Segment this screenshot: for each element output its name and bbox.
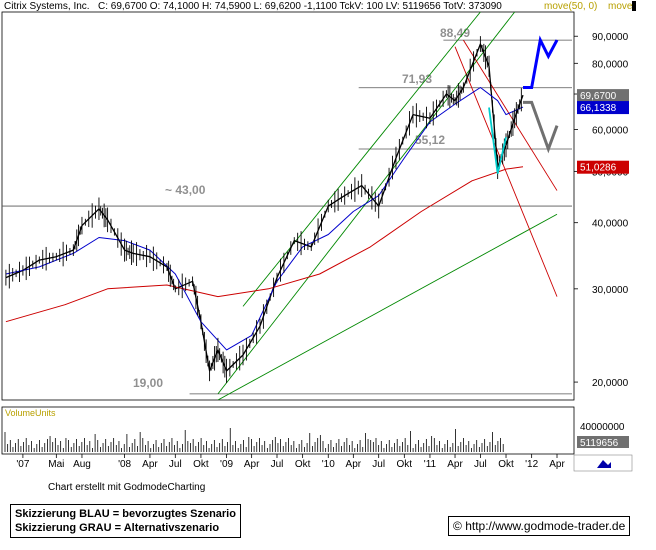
x-tick-label: Jul: [271, 459, 284, 470]
x-tick-label: '10: [322, 459, 335, 470]
triangle-pattern: [488, 107, 507, 174]
y-tick-label: 30,0000: [592, 285, 629, 296]
price-tag-bg: [577, 160, 629, 174]
level-label: 88,49: [440, 26, 470, 40]
x-tick-label: Apr: [142, 459, 158, 470]
x-tick-label: Okt: [193, 459, 209, 470]
x-tick-label: '11: [424, 459, 437, 470]
volume-last-tag: [577, 436, 629, 448]
ma-setting-label-2: move: [608, 1, 633, 12]
volume-last-label: 5119656: [580, 438, 619, 449]
ma-setting-label: move(50, 0): [544, 1, 597, 12]
x-tick-label: Apr: [244, 459, 260, 470]
source-link[interactable]: © http://www.godmode-trader.de: [448, 516, 631, 536]
scenario-blue-sketch: [523, 35, 559, 90]
volume-title: VolumeUnits: [5, 408, 56, 418]
copyright-icon: ©: [453, 519, 462, 533]
trend-channel-line: [242, 12, 481, 307]
x-tick-label: '08: [118, 459, 131, 470]
y-tick-label: 60,0000: [592, 125, 629, 136]
level-label: 71,93: [402, 72, 432, 86]
x-tick-label: Okt: [397, 459, 413, 470]
volume-panel: [1, 406, 575, 455]
y-tick-label: 90,0000: [592, 32, 629, 43]
price-tag-bg: [577, 101, 629, 115]
x-tick-label: '12: [525, 459, 538, 470]
navigation-icon[interactable]: [597, 460, 611, 468]
trend-channel-line: [217, 213, 558, 400]
x-tick-label: Jul: [169, 459, 182, 470]
source-url[interactable]: http://www.godmode-trader.de: [465, 519, 626, 533]
chart-credit: Chart erstellt mit GodmodeCharting: [48, 482, 206, 493]
volume-tick: 40000000: [580, 422, 625, 433]
x-tick-label: Okt: [295, 459, 311, 470]
quote-readout: C: 69,6700 O: 74,1000 H: 74,5900 L: 69,6…: [98, 1, 502, 12]
y-tick-label: 20,0000: [592, 378, 629, 389]
x-tick-label: Mai: [48, 459, 64, 470]
legend-gray-scenario: Skizzierung GRAU = Alternativszenario: [15, 522, 220, 534]
price-tag-label: 51,0286: [580, 163, 617, 174]
x-tick-label: Apr: [447, 459, 463, 470]
trend-channel-line: [463, 39, 558, 191]
ma50-line: [5, 87, 524, 351]
x-tick-label: Apr: [549, 459, 565, 470]
scenario-gray-sketch: [523, 100, 559, 154]
header-scroll-marker[interactable]: [632, 1, 636, 11]
y-tick-label: 40,0000: [592, 219, 629, 230]
level-label: 55,12: [415, 133, 445, 147]
legend-blue-scenario: Skizzierung BLAU = bevorzugtes Szenario: [15, 508, 236, 520]
x-tick-label: Jul: [474, 459, 487, 470]
ma200-line: [5, 166, 524, 323]
scenario-legend: Skizzierung BLAU = bevorzugtes Szenario …: [10, 504, 241, 538]
x-tick-label: '07: [16, 459, 29, 470]
price-tag-bg: [577, 89, 629, 103]
x-tick-label: Jul: [372, 459, 385, 470]
trend-channel-line: [454, 46, 558, 297]
x-tick-label: Aug: [73, 459, 91, 470]
y-tick-label: 80,0000: [592, 59, 629, 70]
price-tag-label: 69,6700: [580, 91, 617, 102]
level-label: 19,00: [133, 376, 163, 390]
level-label: ~ 43,00: [165, 183, 206, 197]
x-tick-label: '09: [220, 459, 233, 470]
x-tick-label: Apr: [346, 459, 362, 470]
instrument-title: Citrix Systems, Inc.: [4, 1, 90, 12]
price-tag-label: 66,1338: [580, 103, 617, 114]
x-tick-label: Okt: [498, 459, 514, 470]
